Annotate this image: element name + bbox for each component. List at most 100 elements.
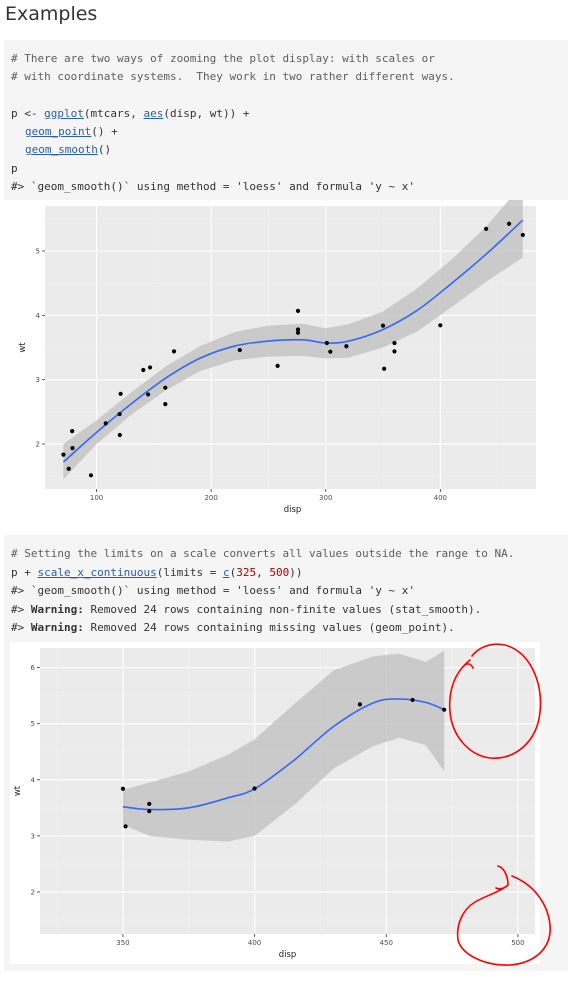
data-point xyxy=(141,367,146,373)
code-text: () + xyxy=(91,125,118,138)
code-text: (mtcars, xyxy=(83,107,144,120)
code-comment: # There are two ways of zooming the plot… xyxy=(11,52,435,65)
y-tick-label: 4 xyxy=(31,776,36,784)
c-link[interactable]: c xyxy=(222,566,230,579)
section-title: Examples xyxy=(5,3,98,25)
y-tick-label: 3 xyxy=(31,832,35,840)
x-tick-label: 350 xyxy=(116,939,129,947)
data-point xyxy=(295,308,301,313)
code-comment: # Setting the limits on a scale converts… xyxy=(11,547,515,560)
y-tick-label: 5 xyxy=(31,720,35,728)
y-tick-label: 6 xyxy=(31,664,36,672)
data-point xyxy=(484,226,489,231)
x-axis-label: disp xyxy=(279,950,297,960)
code-text: (limits = xyxy=(156,566,223,579)
code-number: 325 xyxy=(236,566,257,579)
data-point xyxy=(123,824,128,829)
code-text: p + xyxy=(11,566,38,579)
y-axis-label: wt xyxy=(13,785,23,796)
data-point xyxy=(70,429,75,434)
data-point xyxy=(117,432,122,438)
geom-smooth-link[interactable]: geom_smooth xyxy=(25,143,98,156)
code-line-p: p xyxy=(11,162,18,175)
data-point xyxy=(147,809,152,814)
data-point xyxy=(357,702,363,707)
code-text: #> xyxy=(11,603,31,616)
y-tick-label: 4 xyxy=(36,312,41,320)
confidence-ribbon xyxy=(63,183,523,480)
x-tick-label: 100 xyxy=(90,494,103,502)
code-line-geom-point: geom_point() + xyxy=(25,125,118,139)
code-line-scale: p + scale_x_continuous(limits = c(325, 5… xyxy=(11,566,302,580)
data-point xyxy=(392,340,397,346)
data-point xyxy=(147,365,153,370)
y-tick-label: 5 xyxy=(36,248,40,256)
data-point xyxy=(382,366,387,371)
code-block-1: # There are two ways of zooming the plot… xyxy=(4,40,568,524)
data-point xyxy=(295,330,301,335)
aes-link[interactable]: aes xyxy=(143,107,164,120)
plot-1-frame: 100 200 300 400 2 3 4 5 disp wt xyxy=(12,183,540,524)
warning-text: Removed 24 rows containing missing value… xyxy=(83,621,455,634)
data-point xyxy=(237,347,242,353)
data-point xyxy=(103,421,108,426)
code-warning-1: #> Warning: Removed 24 rows containing n… xyxy=(11,603,481,617)
data-point xyxy=(295,327,301,332)
data-point xyxy=(66,466,71,471)
data-point xyxy=(410,697,415,703)
plot-1: 100 200 300 400 2 3 4 5 disp wt xyxy=(18,183,540,515)
data-point xyxy=(275,363,280,368)
x-tick-label: 400 xyxy=(248,939,261,947)
code-warning-2: #> Warning: Removed 24 rows containing m… xyxy=(11,621,455,635)
code-text: #> xyxy=(11,621,31,634)
data-point xyxy=(163,402,168,407)
data-point xyxy=(147,801,152,806)
y-tick-label: 3 xyxy=(36,376,40,384)
smooth-line xyxy=(122,698,445,811)
code-comment: # with coordinate systems. They work in … xyxy=(11,70,455,83)
scale-x-continuous-link[interactable]: scale_x_continuous xyxy=(37,566,157,579)
y-tick-label: 2 xyxy=(36,440,40,448)
code-block-2: # Setting the limits on a scale converts… xyxy=(4,535,568,971)
ggplot-link[interactable]: ggplot xyxy=(44,107,84,120)
code-text: ( xyxy=(229,566,237,579)
data-point xyxy=(252,786,257,791)
data-point xyxy=(392,349,397,354)
code-output: #> `geom_smooth()` using method = 'loess… xyxy=(11,180,415,193)
code-text: p <- xyxy=(11,107,45,120)
code-text: (disp, wt)) + xyxy=(163,107,250,120)
data-point xyxy=(506,221,512,226)
data-point xyxy=(438,323,443,328)
x-axis-label: disp xyxy=(284,505,302,515)
plot-2-frame: 350 400 450 500 2 3 4 5 6 disp wt xyxy=(10,642,540,964)
warning-label: Warning: xyxy=(30,621,84,634)
warning-text: Removed 24 rows containing non-finite va… xyxy=(83,603,482,616)
data-point xyxy=(171,349,177,354)
data-point xyxy=(70,446,75,451)
x-tick-label: 200 xyxy=(204,494,217,502)
smooth-line xyxy=(62,219,524,463)
y-tick-label: 2 xyxy=(31,888,35,896)
data-point xyxy=(163,385,168,390)
code-number: 500 xyxy=(269,566,290,579)
x-tick-label: 300 xyxy=(319,494,332,502)
x-tick-label: 500 xyxy=(511,939,524,947)
warning-label: Warning: xyxy=(30,603,84,616)
data-point xyxy=(380,323,386,328)
x-tick-label: 400 xyxy=(434,494,447,502)
data-point xyxy=(88,473,94,478)
geom-point-link[interactable]: geom_point xyxy=(25,125,92,138)
code-text: () xyxy=(97,143,112,156)
data-point xyxy=(118,391,123,396)
data-point xyxy=(328,349,333,354)
data-point xyxy=(117,411,122,417)
confidence-ribbon xyxy=(122,650,445,842)
code-output: #> `geom_smooth()` using method = 'loess… xyxy=(11,584,415,597)
data-point xyxy=(520,232,525,238)
data-point xyxy=(146,392,151,397)
code-line-geom-smooth: geom_smooth() xyxy=(25,143,111,157)
y-axis-label: wt xyxy=(18,342,28,353)
data-point xyxy=(344,344,349,349)
data-point xyxy=(120,786,126,791)
